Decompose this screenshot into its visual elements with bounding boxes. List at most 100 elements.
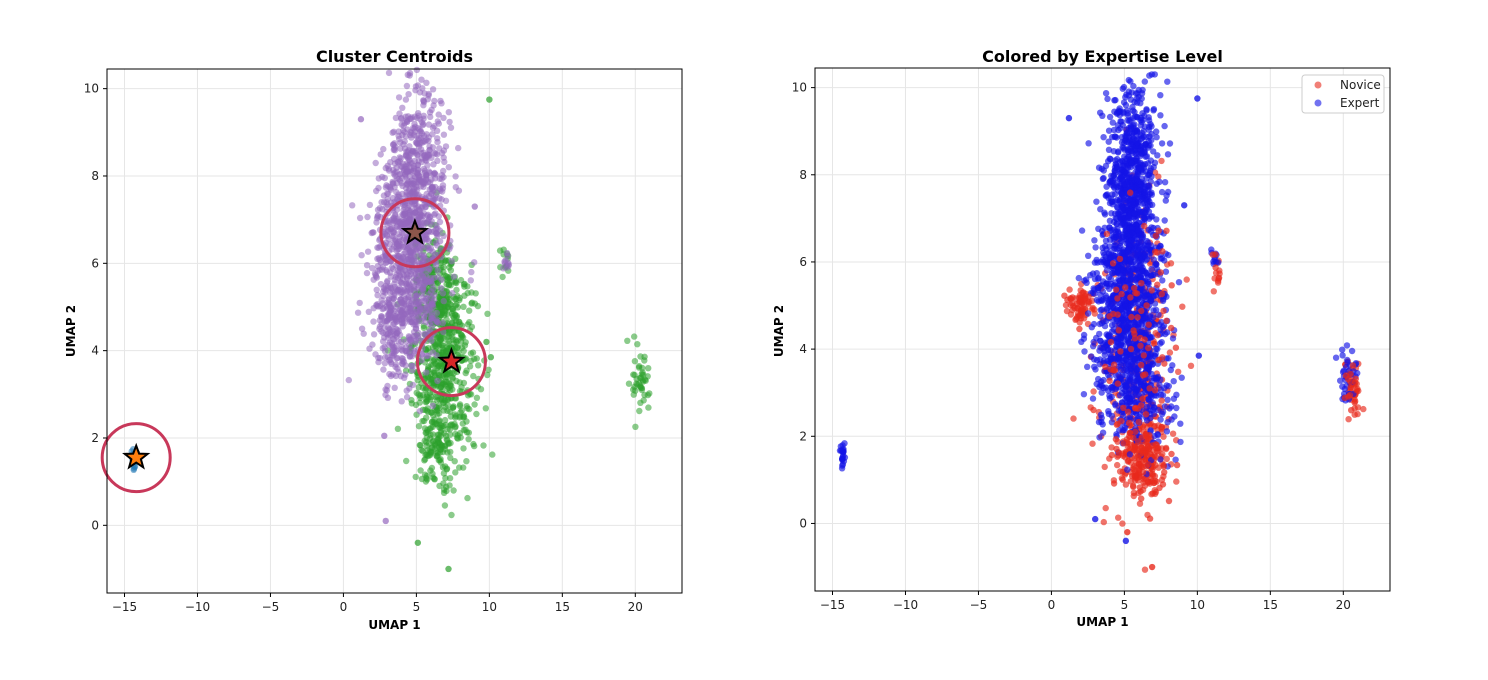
scatter-point-novice <box>1163 318 1169 324</box>
scatter-point-purple <box>502 257 508 263</box>
scatter-point-purple <box>408 363 414 369</box>
scatter-point-purple <box>468 277 474 283</box>
scatter-point-purple <box>426 291 432 297</box>
scatter-point-purple <box>434 151 440 157</box>
scatter-point-purple <box>436 213 442 219</box>
scatter-point-expert <box>1081 391 1087 397</box>
scatter-point-novice <box>1350 362 1356 368</box>
scatter-point-novice <box>1132 429 1138 435</box>
scatter-point-expert <box>1108 198 1114 204</box>
scatter-point-expert <box>1333 355 1339 361</box>
scatter-point-purple <box>423 80 429 86</box>
scatter-point-novice <box>1128 346 1134 352</box>
scatter-point-expert <box>1142 253 1148 259</box>
scatter-point-novice <box>1345 416 1351 422</box>
scatter-point-purple <box>402 371 408 377</box>
scatter-point-expert <box>1109 270 1115 276</box>
scatter-point-expert <box>1142 246 1148 252</box>
scatter-point-expert <box>1146 127 1152 133</box>
scatter-point-novice <box>1168 325 1174 331</box>
scatter-point-expert <box>1090 395 1096 401</box>
scatter-point-expert <box>1119 372 1125 378</box>
scatter-point-expert <box>1162 179 1168 185</box>
x-tick-label: 0 <box>340 600 348 614</box>
scatter-point-expert <box>1129 137 1135 143</box>
scatter-point-purple <box>424 191 430 197</box>
scatter-point-expert <box>1164 79 1170 85</box>
scatter-point-purple <box>379 266 385 272</box>
scatter-point-novice <box>1148 491 1154 497</box>
scatter-point-green <box>460 464 466 470</box>
scatter-point-novice <box>1115 380 1121 386</box>
scatter-point-purple <box>451 274 457 280</box>
scatter-point-green <box>463 339 469 345</box>
scatter-point-novice <box>1120 440 1126 446</box>
scatter-point-purple <box>449 290 455 296</box>
scatter-point-novice <box>1152 387 1158 393</box>
scatter-point-novice <box>1120 405 1126 411</box>
scatter-point-expert <box>1106 286 1112 292</box>
scatter-point-expert <box>1103 238 1109 244</box>
scatter-point-green <box>441 490 447 496</box>
scatter-point-green <box>417 467 423 473</box>
scatter-point-novice <box>1139 445 1145 451</box>
scatter-point-novice <box>1132 405 1138 411</box>
scatter-point-expert <box>1109 191 1115 197</box>
scatter-point-novice <box>1134 290 1140 296</box>
plot-area <box>815 68 1390 591</box>
scatter-point-novice <box>1160 308 1166 314</box>
scatter-point-purple <box>446 164 452 170</box>
scatter-point-novice <box>1211 288 1217 294</box>
scatter-point-novice <box>1118 291 1124 297</box>
scatter-point-green <box>464 405 470 411</box>
scatter-point-green <box>424 435 430 441</box>
scatter-point-expert <box>1100 249 1106 255</box>
scatter-point-green <box>439 342 445 348</box>
scatter-point-purple <box>472 203 478 209</box>
scatter-point-novice <box>1127 294 1133 300</box>
scatter-point-novice <box>1348 407 1354 413</box>
scatter-point-purple <box>404 83 410 89</box>
scatter-point-green <box>466 430 472 436</box>
scatter-point-novice <box>1141 352 1147 358</box>
scatter-point-expert <box>1149 358 1155 364</box>
scatter-point-expert <box>1173 405 1179 411</box>
scatter-point-expert <box>1132 277 1138 283</box>
scatter-point-purple <box>389 130 395 136</box>
scatter-point-expert <box>1131 99 1137 105</box>
scatter-point-expert <box>1153 307 1159 313</box>
scatter-point-expert <box>1161 257 1167 263</box>
scatter-point-expert <box>1137 273 1143 279</box>
scatter-point-expert <box>1092 244 1098 250</box>
scatter-point-novice <box>1354 387 1360 393</box>
scatter-point-green <box>434 365 440 371</box>
scatter-point-expert <box>1160 409 1166 415</box>
scatter-point-expert <box>1165 151 1171 157</box>
scatter-point-expert <box>1154 431 1160 437</box>
scatter-point-novice <box>1101 519 1107 525</box>
scatter-point-expert <box>1138 136 1144 142</box>
scatter-point-purple <box>379 206 385 212</box>
scatter-point-novice <box>1132 443 1138 449</box>
scatter-point-purple <box>428 185 434 191</box>
scatter-point-novice <box>1146 322 1152 328</box>
scatter-point-green <box>458 277 464 283</box>
scatter-point-green <box>460 420 466 426</box>
scatter-point-purple <box>346 377 352 383</box>
scatter-point-purple <box>449 258 455 264</box>
scatter-point-purple <box>425 138 431 144</box>
scatter-point-expert <box>1177 421 1183 427</box>
scatter-point-green <box>457 401 463 407</box>
scatter-point-purple <box>386 70 392 76</box>
scatter-point-purple <box>438 285 444 291</box>
scatter-point-expert <box>1139 90 1145 96</box>
scatter-point-expert <box>1145 281 1151 287</box>
scatter-point-novice <box>1166 498 1172 504</box>
scatter-point-purple <box>375 212 381 218</box>
scatter-point-expert <box>1102 243 1108 249</box>
scatter-point-expert <box>1133 143 1139 149</box>
scatter-point-expert <box>1164 428 1170 434</box>
x-tick-label: 5 <box>413 600 421 614</box>
scatter-point-expert <box>1124 467 1130 473</box>
scatter-point-novice <box>1127 430 1133 436</box>
